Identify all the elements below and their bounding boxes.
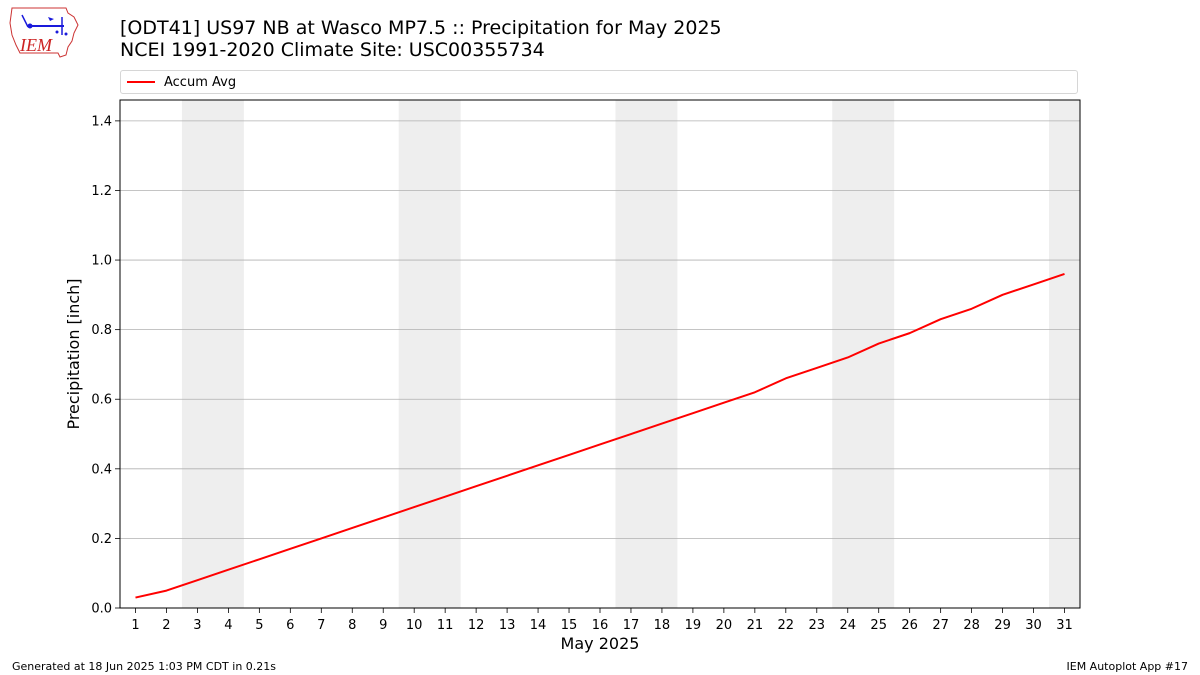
iem-logo: IEM [9, 7, 79, 58]
x-tick-label-15: 15 [561, 618, 578, 633]
logo-text: IEM [19, 35, 53, 55]
x-tick-label-29: 29 [994, 618, 1011, 633]
y-tick-label-5: 1.0 [91, 254, 112, 269]
x-tick-label-8: 8 [348, 618, 356, 633]
y-tick-label-7: 1.4 [91, 114, 112, 129]
weekend-band-1 [398, 100, 461, 608]
x-tick-label-6: 6 [286, 618, 294, 633]
x-tick-label-19: 19 [685, 618, 702, 633]
x-tick-label-24: 24 [839, 618, 856, 633]
x-axis-label: May 2025 [561, 634, 640, 653]
x-tick-label-31: 31 [1056, 618, 1073, 633]
x-tick-label-27: 27 [932, 618, 949, 633]
series-line-accum-avg [135, 273, 1065, 599]
x-tick-label-16: 16 [592, 618, 609, 633]
x-tick-label-25: 25 [870, 618, 887, 633]
legend-label-accum-avg: Accum Avg [164, 75, 237, 90]
x-tick-label-17: 17 [623, 618, 640, 633]
x-tick-label-9: 9 [379, 618, 387, 633]
iowa-outline [9, 7, 79, 58]
weekend-band-0 [181, 100, 244, 608]
x-tick-label-13: 13 [499, 618, 516, 633]
x-tick-label-30: 30 [1025, 618, 1042, 633]
x-tick-label-12: 12 [468, 618, 485, 633]
y-axis-label: Precipitation [inch] [64, 278, 83, 429]
legend-swatch-accum-avg [127, 81, 155, 83]
x-tick-label-2: 2 [162, 618, 170, 633]
legend: Accum Avg [120, 70, 1078, 94]
x-tick-label-18: 18 [654, 618, 671, 633]
y-tick-label-2: 0.4 [91, 462, 112, 477]
x-tick-label-3: 3 [193, 618, 201, 633]
x-tick-label-11: 11 [437, 618, 454, 633]
weekend-band-4 [1049, 100, 1080, 608]
x-tick-label-20: 20 [716, 618, 733, 633]
y-tick-label-6: 1.2 [91, 184, 112, 199]
x-tick-label-7: 7 [317, 618, 325, 633]
x-tick-label-1: 1 [131, 618, 139, 633]
weekend-band-3 [832, 100, 895, 608]
x-tick-label-5: 5 [255, 618, 263, 633]
x-tick-label-26: 26 [901, 618, 918, 633]
chart-subtitle: NCEI 1991-2020 Climate Site: USC00355734 [120, 39, 545, 61]
y-tick-label-1: 0.2 [91, 532, 112, 547]
plot-frame [119, 99, 1081, 609]
y-tick-label-4: 0.8 [91, 323, 112, 338]
generated-timestamp: Generated at 18 Jun 2025 1:03 PM CDT in … [12, 660, 277, 673]
x-tick-label-23: 23 [809, 618, 826, 633]
x-tick-label-22: 22 [778, 618, 795, 633]
x-tick-label-10: 10 [406, 618, 423, 633]
x-tick-label-4: 4 [224, 618, 232, 633]
chart-title: [ODT41] US97 NB at Wasco MP7.5 :: Precip… [120, 17, 722, 39]
app-credit: IEM Autoplot App #17 [1066, 660, 1189, 673]
weekend-band-2 [615, 100, 678, 608]
x-tick-label-14: 14 [530, 618, 547, 633]
x-tick-label-21: 21 [747, 618, 764, 633]
y-tick-label-0: 0.0 [91, 602, 112, 617]
x-tick-label-28: 28 [963, 618, 980, 633]
y-tick-label-3: 0.6 [91, 393, 112, 408]
